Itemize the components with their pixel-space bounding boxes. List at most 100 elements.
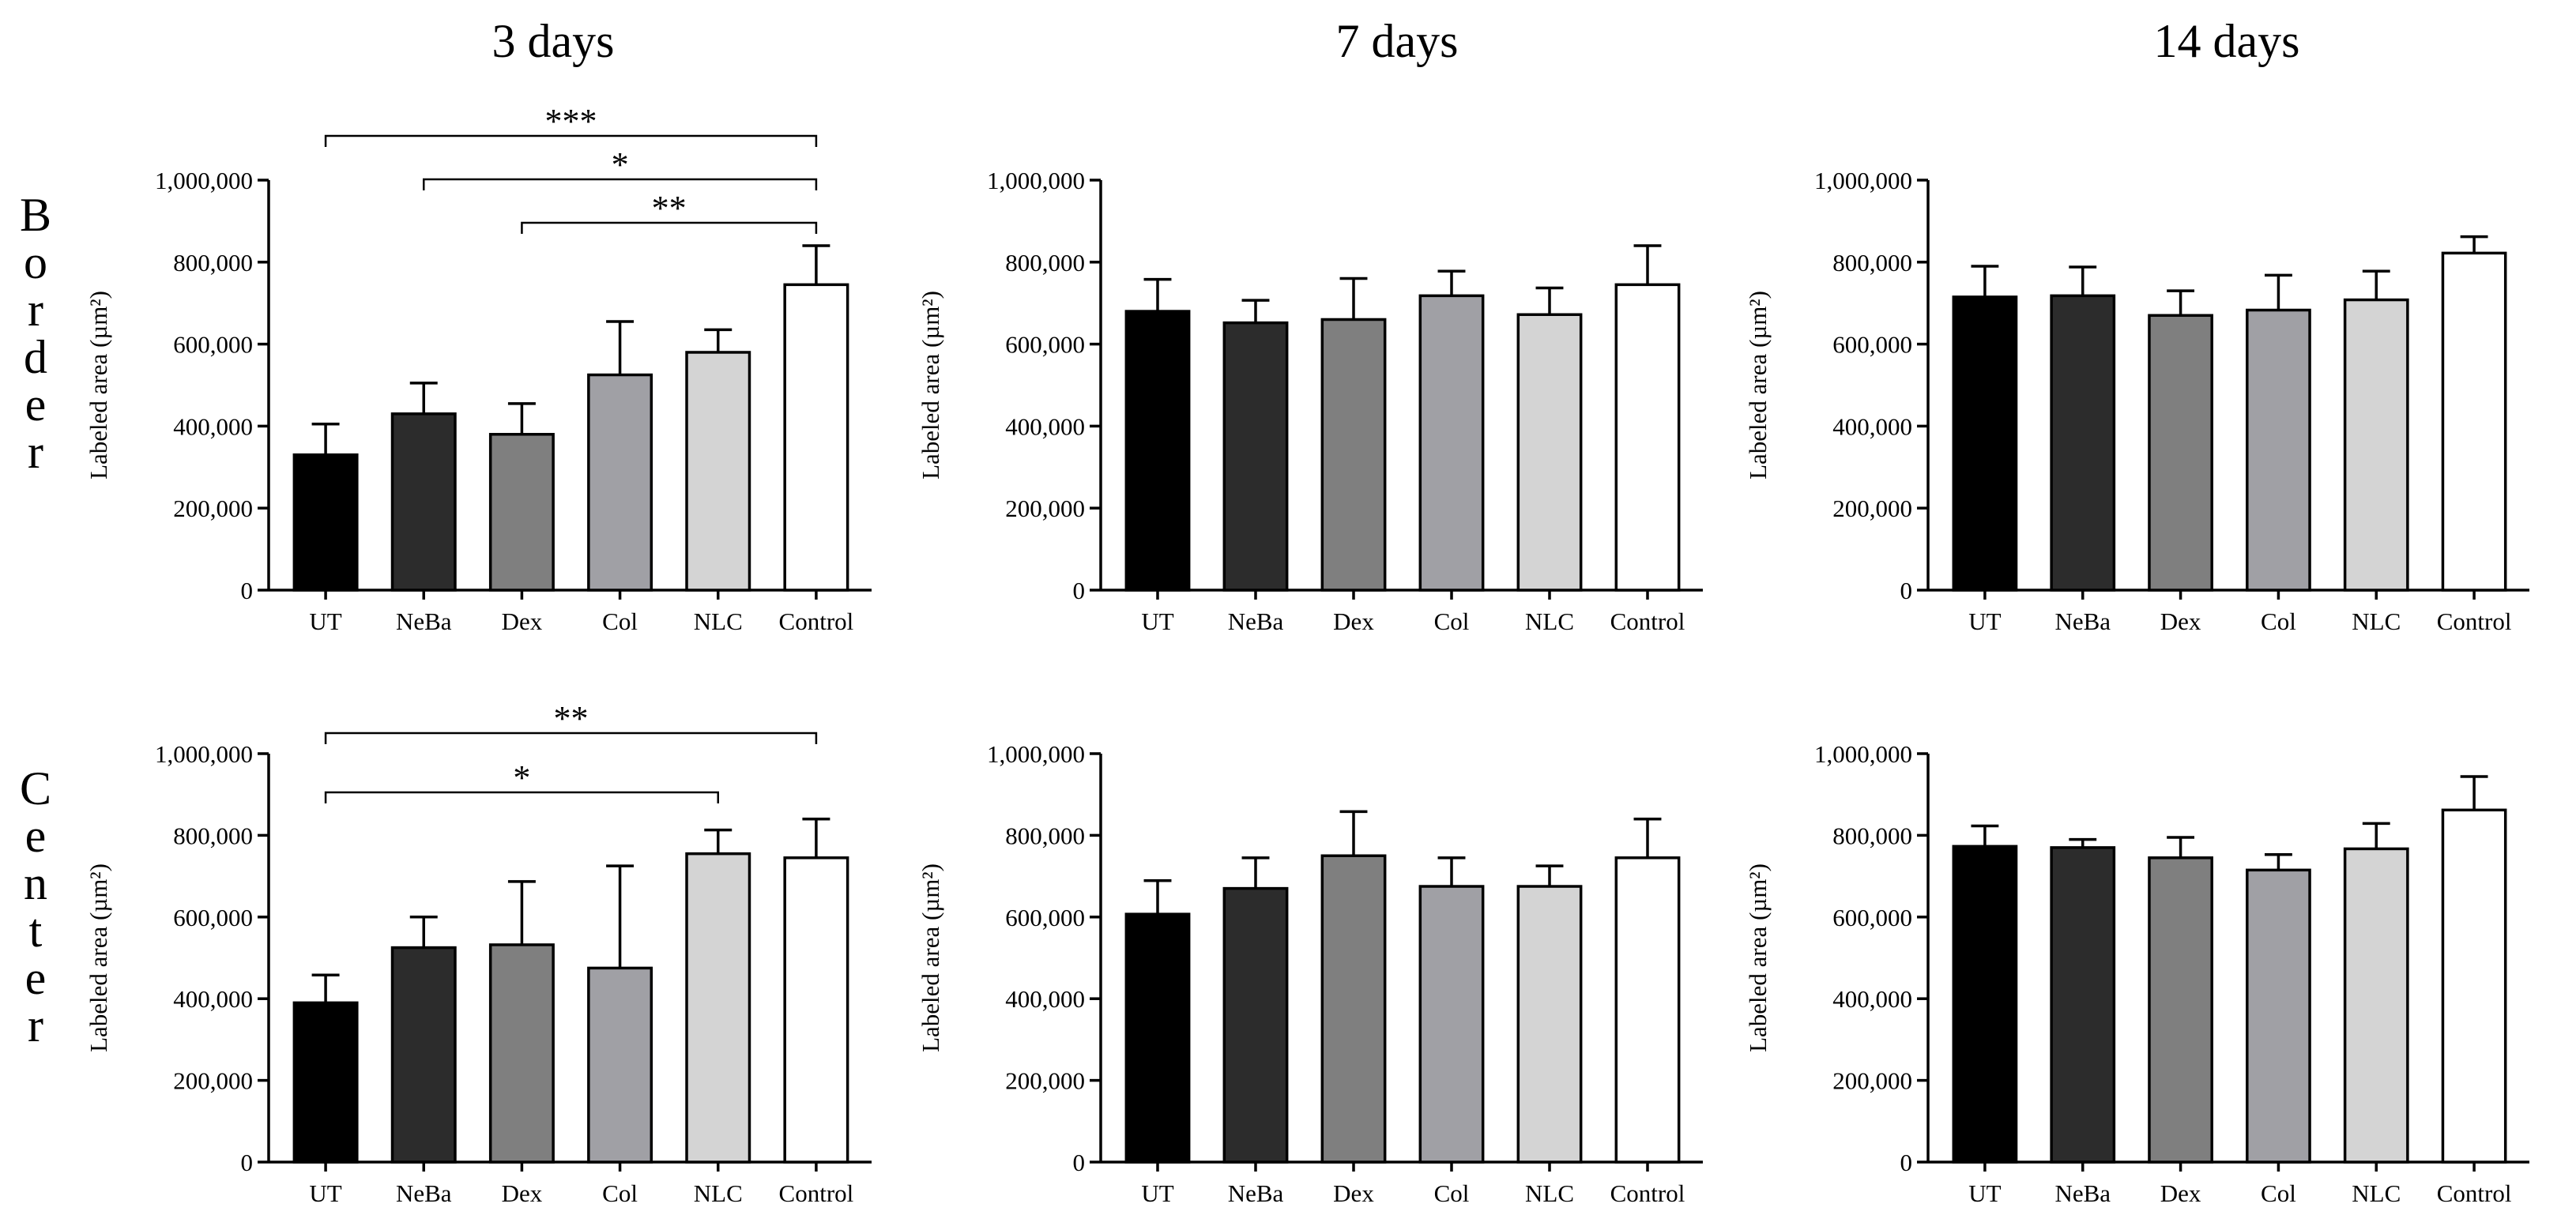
y-tick-label: 800,000: [1832, 822, 1912, 849]
bar-ut: [1124, 310, 1191, 592]
x-tick-label-dex: Dex: [1333, 607, 1374, 635]
y-tick-label: 600,000: [1832, 331, 1912, 359]
y-tick-label: 400,000: [173, 985, 253, 1013]
chart-panels: 0 200,000 400,000 600,000 800,000 1,000,000 La…: [85, 102, 2529, 1207]
y-tick-label: 600,000: [1005, 331, 1085, 359]
x-tick-label-dex: Dex: [1333, 1179, 1374, 1207]
x-tick-label-dex: Dex: [502, 1179, 543, 1207]
y-tick-label: 400,000: [1005, 985, 1085, 1013]
panel-center-7-days: 0 200,000 400,000 600,000 800,000 1,000,000 La…: [917, 740, 1703, 1207]
significance-label: *: [612, 145, 629, 184]
significance-label: ***: [545, 102, 597, 141]
x-tick-label-col: Col: [2261, 607, 2296, 635]
column-title-7-days: 7 days: [1336, 15, 1459, 67]
x-tick-label-nlc: NLC: [1525, 1179, 1574, 1207]
y-tick-label: 600,000: [1005, 904, 1085, 931]
x-tick-label-dex: Dex: [2160, 1179, 2201, 1207]
x-tick-label-ut: UT: [309, 607, 341, 635]
bar-neba: [1222, 321, 1289, 592]
significance-line: [423, 178, 818, 190]
x-tick-label-dex: Dex: [2160, 607, 2201, 635]
row-label-letter: e: [25, 952, 47, 1004]
row-label-letter: r: [28, 999, 43, 1051]
x-tick-label-control: Control: [2437, 607, 2512, 635]
significance-line: [324, 791, 719, 803]
y-tick-label: 1,000,000: [987, 167, 1085, 194]
y-axis-label: Labeled area (µm²): [85, 863, 112, 1052]
significance-bracket: *: [423, 145, 818, 190]
bar-col: [587, 966, 653, 1164]
bar-nlc: [2343, 847, 2409, 1164]
row-label-letter: e: [25, 378, 47, 431]
x-tick-label-dex: Dex: [502, 607, 543, 635]
y-axis-label: Labeled area (µm²): [917, 863, 944, 1052]
significance-bracket: **: [521, 189, 818, 234]
bar-control: [1614, 856, 1681, 1164]
bar-nlc: [685, 351, 751, 592]
bar-col: [587, 373, 653, 592]
y-tick-label: 0: [1900, 1149, 1913, 1176]
significance-bracket: **: [324, 699, 818, 744]
x-tick-label-nlc: NLC: [694, 607, 743, 635]
x-tick-label-neba: NeBa: [2054, 1179, 2111, 1207]
y-tick-label: 200,000: [1832, 1067, 1912, 1095]
y-tick-label: 1,000,000: [155, 167, 253, 194]
x-tick-label-ut: UT: [1141, 607, 1173, 635]
significance-label: **: [554, 699, 589, 738]
y-tick-label: 600,000: [1832, 904, 1912, 931]
significance-bracket: *: [324, 758, 719, 803]
y-axis-label: Labeled area (µm²): [917, 291, 944, 480]
x-tick-label-col: Col: [602, 607, 638, 635]
y-tick-label: 400,000: [173, 412, 253, 440]
x-tick-label-col: Col: [1434, 1179, 1470, 1207]
x-tick-label-nlc: NLC: [2352, 1179, 2401, 1207]
bar-neba: [1222, 886, 1289, 1164]
row-label-letter: r: [28, 284, 43, 336]
significance-line: [521, 221, 818, 234]
x-tick-label-control: Control: [779, 1179, 854, 1207]
x-tick-label-neba: NeBa: [1228, 607, 1284, 635]
y-tick-label: 1,000,000: [1814, 740, 1912, 768]
bar-ut: [1952, 844, 2018, 1164]
bar-col: [1418, 885, 1485, 1164]
bar-control: [783, 856, 849, 1164]
x-tick-label-neba: NeBa: [396, 1179, 452, 1207]
y-tick-label: 1,000,000: [987, 740, 1085, 768]
panel-center-14-days: 0 200,000 400,000 600,000 800,000 1,000,000 La…: [1744, 740, 2529, 1207]
bar-dex: [2148, 856, 2213, 1164]
y-axis-label: Labeled area (µm²): [1744, 863, 1772, 1052]
bar-ut: [292, 453, 359, 592]
y-tick-label: 800,000: [173, 822, 253, 849]
bar-nlc: [685, 852, 751, 1164]
y-tick-label: 1,000,000: [1814, 167, 1912, 194]
x-tick-label-control: Control: [2437, 1179, 2512, 1207]
bar-control: [1614, 283, 1681, 592]
bar-col: [1418, 294, 1485, 592]
x-tick-label-neba: NeBa: [1228, 1179, 1284, 1207]
y-tick-label: 400,000: [1832, 985, 1912, 1013]
bar-control: [2441, 251, 2507, 592]
x-tick-label-col: Col: [602, 1179, 638, 1207]
column-title-14-days: 14 days: [2154, 15, 2300, 67]
row-label-letter: o: [24, 236, 47, 288]
x-tick-label-ut: UT: [1141, 1179, 1173, 1207]
significance-label: *: [513, 758, 530, 797]
panel-border-3-days: 0 200,000 400,000 600,000 800,000 1,000,000 La…: [85, 102, 872, 635]
bar-dex: [488, 433, 555, 592]
y-tick-label: 200,000: [1005, 495, 1085, 522]
bar-col: [2246, 308, 2311, 592]
y-tick-label: 200,000: [1832, 495, 1912, 522]
bar-col: [2246, 868, 2311, 1164]
row-label-letter: B: [20, 189, 51, 241]
y-tick-label: 600,000: [173, 331, 253, 359]
y-tick-label: 600,000: [173, 904, 253, 931]
x-tick-label-nlc: NLC: [2352, 607, 2401, 635]
significance-line: [324, 732, 818, 744]
bar-dex: [1320, 318, 1387, 592]
bar-neba: [2050, 846, 2116, 1164]
x-tick-label-control: Control: [1610, 607, 1685, 635]
y-tick-label: 0: [241, 1149, 254, 1176]
y-tick-label: 200,000: [173, 1067, 253, 1095]
x-tick-label-neba: NeBa: [2054, 607, 2111, 635]
